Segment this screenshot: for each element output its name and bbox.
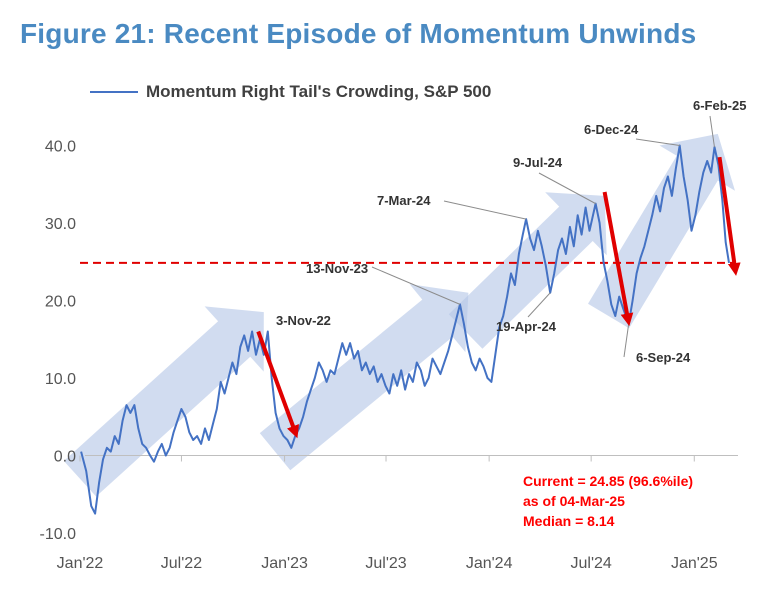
unwind-arrows [256, 156, 741, 439]
chart-legend: Momentum Right Tail's Crowding, S&P 500 [90, 82, 491, 102]
unwind-arrow-1 [256, 330, 300, 439]
annotation-leader [527, 292, 551, 318]
trend-arrow-1 [63, 306, 264, 497]
annotation-label: 6-Dec-24 [584, 122, 639, 137]
y-tick-label: 20.0 [45, 294, 76, 311]
annotation-label: 6-Sep-24 [636, 350, 691, 365]
x-tick-label: Jul'23 [365, 555, 406, 572]
x-tick-label: Jul'24 [570, 555, 611, 572]
trend-arrow-2 [259, 284, 469, 471]
y-tick-label: 0.0 [54, 449, 76, 466]
series-group [80, 144, 730, 515]
annotation-leader [635, 138, 680, 146]
annotation-leader [443, 200, 527, 220]
annotations: 3-Nov-22 13-Nov-23 7-Mar-24 9-Jul-24 19-Apr-… [276, 98, 746, 365]
trend-arrow-4 [588, 133, 735, 329]
annotation-label: 13-Nov-23 [306, 261, 368, 276]
figure-title: Figure 21: Recent Episode of Momentum Un… [20, 18, 697, 49]
trend-arrows [63, 133, 735, 497]
y-tick-label: 40.0 [45, 139, 76, 156]
stat-current: Current = 24.85 (96.6%ile) [523, 473, 694, 489]
x-tick-label: Jul'22 [161, 555, 202, 572]
annotation-label: 7-Mar-24 [377, 193, 431, 208]
stat-median: Median = 8.14 [523, 513, 615, 529]
annotation-label: 9-Jul-24 [513, 155, 563, 170]
legend-label: Momentum Right Tail's Crowding, S&P 500 [146, 82, 492, 101]
current-stats-box: Current = 24.85 (96.6%ile) as of 04-Mar-… [523, 471, 693, 531]
annotation-leader [538, 172, 596, 205]
y-tick-label: -10.0 [40, 526, 77, 543]
stat-as-of: as of 04-Mar-25 [523, 493, 625, 509]
annotation-leader [623, 323, 630, 358]
x-tick-label: Jan'25 [671, 555, 718, 572]
x-tick-label: Jan'24 [466, 555, 513, 572]
annotation-leader [371, 266, 461, 305]
annotation-label: 19-Apr-24 [496, 319, 557, 334]
trend-arrow-3 [448, 192, 607, 349]
legend-line-swatch [90, 91, 138, 93]
annotation-label: 6-Feb-25 [693, 98, 746, 113]
series-line-1 [80, 144, 730, 515]
axes: 40.0 30.0 20.0 10.0 0.0 -10.0 Jan'22 Jul'22 Jan'… [40, 139, 738, 572]
annotation-label: 3-Nov-22 [276, 313, 331, 328]
unwind-arrow-2 [602, 191, 634, 327]
y-tick-label: 30.0 [45, 216, 76, 233]
unwind-arrow-3 [717, 156, 741, 276]
y-tick-label: 10.0 [45, 371, 76, 388]
annotation-leader [709, 115, 715, 148]
x-tick-label: Jan'23 [261, 555, 308, 572]
x-tick-label: Jan'22 [57, 555, 104, 572]
